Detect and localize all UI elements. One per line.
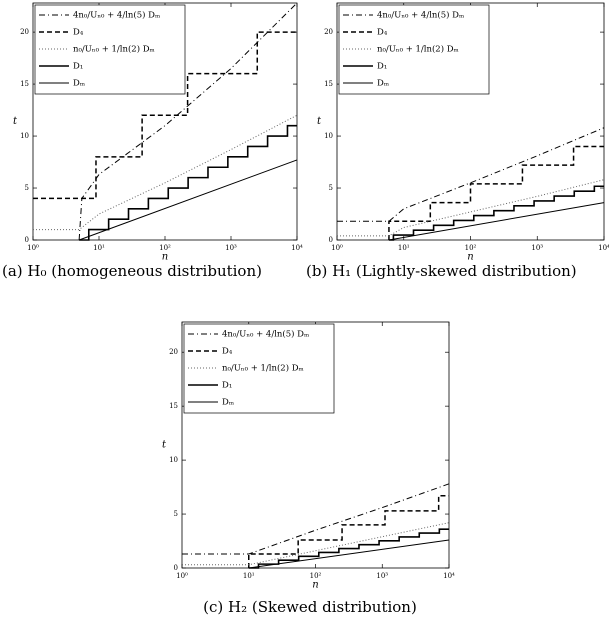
legend-label: n₀/Uₙ₀ + 1/ln(2) Dₘ — [222, 363, 304, 374]
x-axis-label: n — [467, 252, 473, 263]
series-line — [78, 159, 298, 241]
y-tick-label: 15 — [169, 402, 178, 410]
y-tick-label: 5 — [25, 184, 29, 192]
x-tick-label: 10⁴ — [443, 572, 455, 580]
legend-label: 4n₀/Uₙ₀ + 4/ln(5) Dₘ — [73, 10, 160, 21]
x-axis-label: n — [312, 580, 318, 591]
y-tick-label: 5 — [329, 184, 333, 192]
y-tick-label: 20 — [20, 28, 29, 36]
x-tick-label: 10⁰ — [27, 244, 39, 252]
legend-label: D₄ — [222, 347, 233, 357]
series-line — [248, 539, 450, 569]
series-line — [33, 31, 297, 200]
legend-label: Dₘ — [73, 79, 85, 89]
series-line — [79, 124, 297, 241]
x-tick-label: 10³ — [531, 244, 543, 252]
x-tick-label: 10⁰ — [331, 244, 343, 252]
y-tick-label: 0 — [329, 236, 333, 244]
series-line — [388, 185, 604, 241]
legend-label: 4n₀/Uₙ₀ + 4/ln(5) Dₘ — [377, 10, 464, 21]
y-tick-label: 10 — [169, 456, 178, 464]
x-tick-label: 10⁰ — [176, 572, 188, 580]
caption: (c) H₂ (Skewed distribution) — [203, 598, 417, 616]
x-tick-label: 10³ — [376, 572, 388, 580]
series-line — [248, 528, 449, 569]
series-line — [248, 494, 449, 568]
series-line — [388, 145, 604, 240]
x-tick-label: 10⁴ — [598, 244, 609, 252]
legend-label: D₄ — [73, 28, 84, 38]
legend-label: 4n₀/Uₙ₀ + 4/ln(5) Dₘ — [222, 329, 309, 340]
y-tick-label: 15 — [20, 80, 29, 88]
x-tick-label: 10⁴ — [291, 244, 303, 252]
y-tick-label: 15 — [324, 80, 333, 88]
x-tick-label: 10³ — [225, 244, 237, 252]
x-tick-label: 10² — [310, 572, 322, 580]
y-axis-label: t — [317, 116, 322, 127]
legend-label: D₁ — [73, 62, 83, 72]
legend-label: D₁ — [377, 62, 387, 72]
caption: (b) H₁ (Lightly-skewed distribution) — [306, 262, 577, 280]
y-tick-label: 10 — [20, 132, 29, 140]
legend-label: Dₘ — [377, 79, 389, 89]
y-tick-label: 20 — [324, 28, 333, 36]
y-tick-label: 10 — [324, 132, 333, 140]
y-tick-label: 0 — [174, 564, 178, 572]
series-line — [388, 202, 605, 241]
x-tick-label: 10² — [465, 244, 477, 252]
legend-label: D₄ — [377, 28, 388, 38]
legend-label: D₁ — [222, 381, 232, 391]
series-line — [337, 127, 605, 222]
series-line — [78, 2, 298, 241]
legend-label: n₀/Uₙ₀ + 1/ln(2) Dₘ — [377, 44, 459, 55]
caption: (a) H₀ (homogeneous distribution) — [2, 262, 262, 280]
legend-label: Dₘ — [222, 398, 234, 408]
y-axis-label: t — [13, 116, 18, 127]
series-line — [182, 522, 450, 566]
x-axis-label: n — [162, 252, 168, 263]
y-tick-label: 20 — [169, 348, 178, 356]
y-tick-label: 5 — [174, 510, 178, 518]
x-tick-label: 10² — [159, 244, 171, 252]
x-tick-label: 10¹ — [93, 244, 105, 252]
x-tick-label: 10¹ — [398, 244, 410, 252]
y-axis-label: t — [162, 440, 167, 451]
x-tick-label: 10¹ — [243, 572, 255, 580]
y-tick-label: 0 — [25, 236, 29, 244]
legend-label: n₀/Uₙ₀ + 1/ln(2) Dₘ — [73, 44, 155, 55]
series-line — [182, 483, 450, 555]
